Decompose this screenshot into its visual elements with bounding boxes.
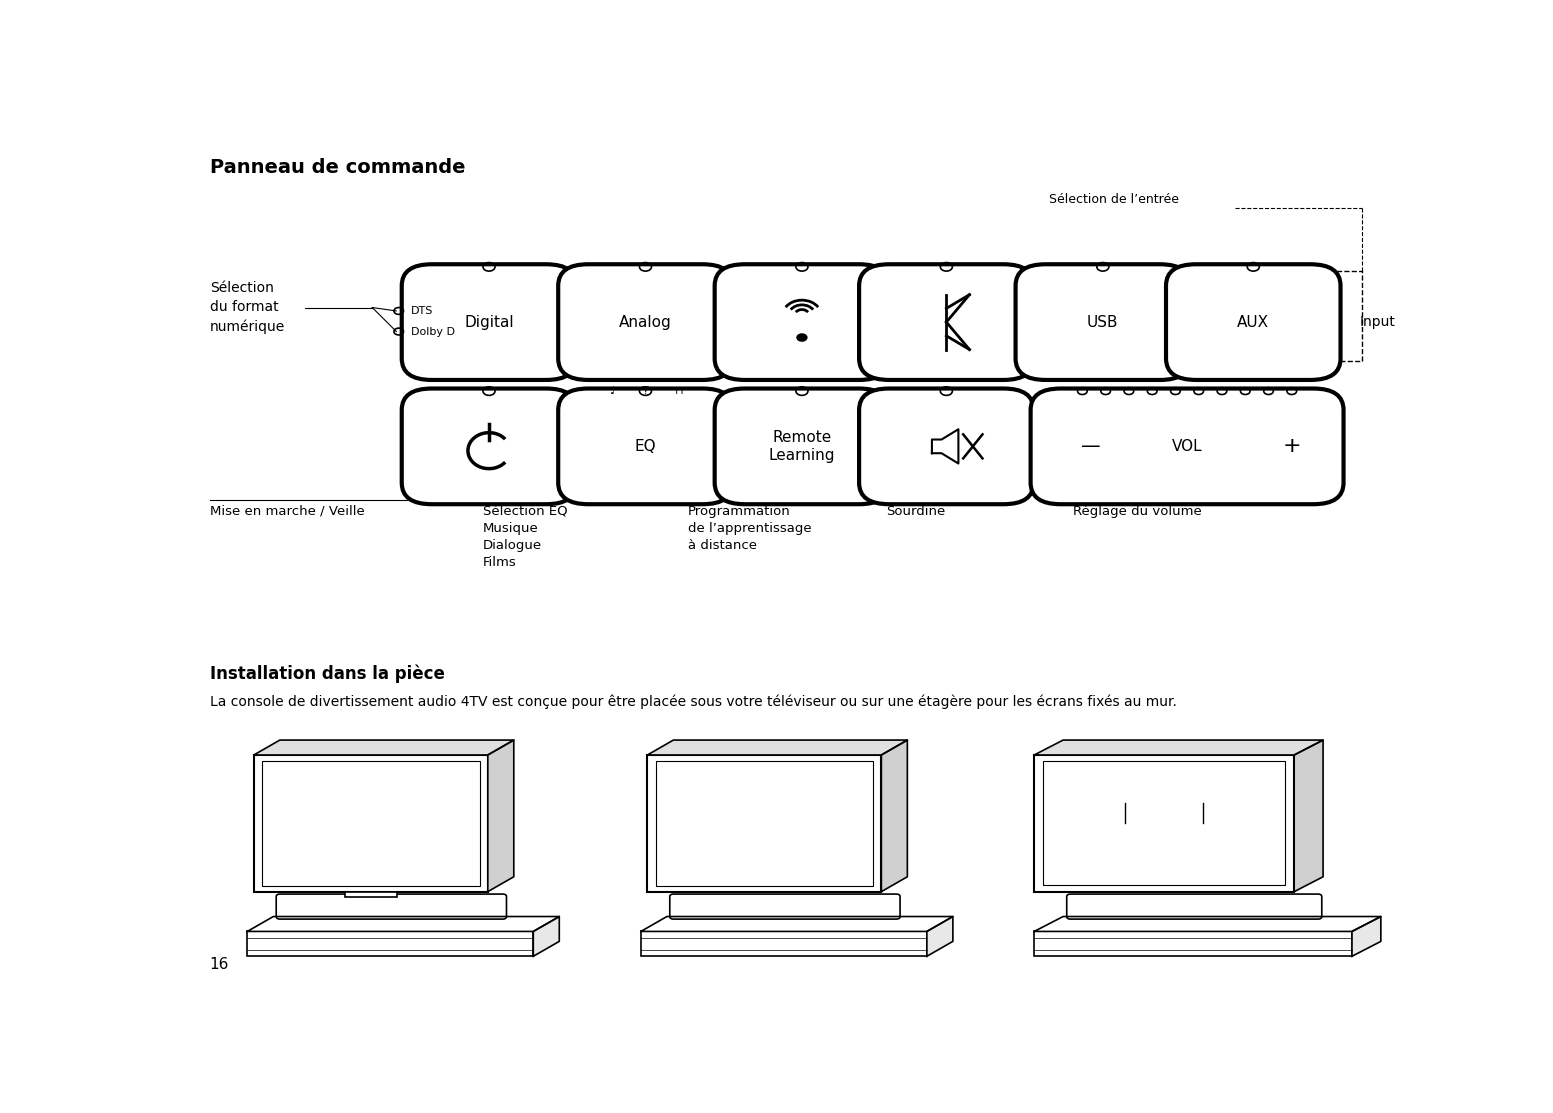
Circle shape [797, 334, 806, 341]
Text: VOL: VOL [1173, 439, 1202, 454]
Text: AUX: AUX [1238, 315, 1269, 329]
FancyBboxPatch shape [859, 264, 1034, 380]
Polygon shape [253, 740, 514, 755]
Text: Analog: Analog [620, 315, 672, 329]
FancyBboxPatch shape [1034, 932, 1353, 956]
Text: DTS: DTS [410, 306, 433, 316]
FancyBboxPatch shape [669, 894, 901, 919]
Text: ?: ? [643, 386, 649, 396]
FancyBboxPatch shape [648, 755, 882, 892]
FancyBboxPatch shape [1031, 388, 1343, 504]
Polygon shape [1034, 740, 1323, 755]
FancyBboxPatch shape [859, 388, 1034, 504]
FancyBboxPatch shape [253, 755, 488, 892]
Polygon shape [927, 916, 954, 956]
FancyBboxPatch shape [345, 892, 396, 897]
Polygon shape [1353, 916, 1381, 956]
Polygon shape [1034, 916, 1381, 932]
Text: Input: Input [1359, 315, 1395, 329]
Text: +: + [1283, 436, 1301, 456]
Text: Panneau de commande: Panneau de commande [210, 158, 466, 177]
Polygon shape [488, 740, 514, 892]
Text: Dolby D: Dolby D [410, 326, 455, 336]
Polygon shape [1294, 740, 1323, 892]
FancyBboxPatch shape [1166, 264, 1340, 380]
Text: 16: 16 [210, 957, 230, 972]
Text: Programmation
de l’apprentissage
à distance: Programmation de l’apprentissage à dista… [688, 504, 811, 552]
Polygon shape [648, 740, 907, 755]
FancyBboxPatch shape [655, 761, 873, 886]
FancyBboxPatch shape [1044, 761, 1286, 885]
Text: ⊓: ⊓ [676, 386, 683, 396]
Polygon shape [533, 916, 559, 956]
Text: La console de divertissement audio 4TV est conçue pour être placée sous votre té: La console de divertissement audio 4TV e… [210, 695, 1177, 709]
FancyBboxPatch shape [402, 264, 576, 380]
Text: Sélection de l’entrée: Sélection de l’entrée [1048, 194, 1179, 206]
Text: —: — [1081, 437, 1101, 456]
FancyBboxPatch shape [641, 932, 927, 956]
FancyBboxPatch shape [402, 388, 576, 504]
FancyBboxPatch shape [1067, 894, 1322, 919]
Polygon shape [641, 916, 954, 932]
Text: Digital: Digital [464, 315, 514, 329]
Text: ♩: ♩ [609, 386, 615, 396]
Text: Sélection EQ
Musique
Dialogue
Films: Sélection EQ Musique Dialogue Films [483, 504, 567, 569]
FancyBboxPatch shape [1034, 755, 1294, 892]
FancyBboxPatch shape [262, 761, 480, 886]
FancyBboxPatch shape [714, 264, 890, 380]
Polygon shape [247, 916, 559, 932]
Polygon shape [882, 740, 907, 892]
Text: Installation dans la pièce: Installation dans la pièce [210, 664, 444, 683]
Text: EQ: EQ [635, 439, 657, 454]
Text: Sélection
du format
numérique: Sélection du format numérique [210, 280, 286, 334]
FancyBboxPatch shape [276, 894, 506, 919]
FancyBboxPatch shape [558, 264, 733, 380]
Text: Remote
Learning: Remote Learning [769, 430, 836, 463]
Text: Sourdine: Sourdine [887, 504, 946, 518]
FancyBboxPatch shape [1016, 264, 1190, 380]
FancyBboxPatch shape [714, 388, 890, 504]
FancyBboxPatch shape [247, 932, 533, 956]
FancyBboxPatch shape [558, 388, 733, 504]
Text: Réglage du volume: Réglage du volume [1073, 504, 1202, 518]
Text: USB: USB [1087, 315, 1118, 329]
Text: Mise en marche / Veille: Mise en marche / Veille [210, 504, 365, 518]
